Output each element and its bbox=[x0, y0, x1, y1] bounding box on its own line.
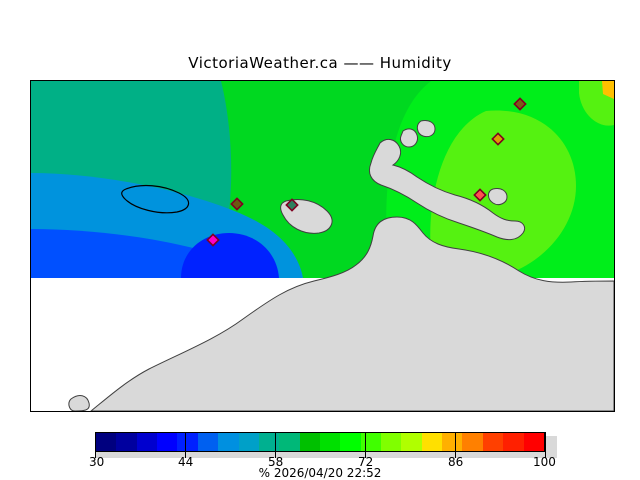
land-mainland bbox=[90, 216, 614, 411]
station-diamond[interactable] bbox=[206, 233, 220, 247]
colorbar-tick-label-3: 72 bbox=[358, 455, 374, 469]
station-marker-sw-core[interactable] bbox=[206, 233, 220, 247]
colorbar-shadow bbox=[545, 436, 557, 456]
station-marker-peninsula[interactable] bbox=[473, 188, 487, 202]
colorbar-swatch-16 bbox=[421, 433, 443, 451]
colorbar-tick-label-1: 44 bbox=[178, 455, 194, 469]
colorbar-tick-4 bbox=[455, 432, 456, 458]
land-layer bbox=[68, 120, 614, 411]
station-diamond[interactable] bbox=[513, 97, 527, 111]
map-canvas[interactable] bbox=[31, 81, 614, 411]
colorbar-tick-label-5: 100 bbox=[533, 455, 556, 469]
colorbar-caption: % 2026/04/20 22:52 bbox=[258, 466, 382, 480]
isoline-closed-nw bbox=[121, 184, 190, 214]
colorbar-swatch-7 bbox=[238, 433, 259, 451]
station-diamond[interactable] bbox=[285, 198, 299, 212]
colorbar-baseline bbox=[95, 452, 557, 458]
station-diamond[interactable] bbox=[491, 132, 505, 146]
contour-core-deep-blue bbox=[181, 233, 279, 278]
station-diamond[interactable] bbox=[473, 188, 487, 202]
land-island-b bbox=[416, 120, 436, 138]
colorbar-tick-label-4: 86 bbox=[448, 455, 464, 469]
colorbar-swatch-11 bbox=[319, 433, 341, 451]
colorbar-swatch-20 bbox=[503, 433, 524, 451]
colorbar-tick-label-0: 30 bbox=[89, 455, 105, 469]
colorbar-swatch-1 bbox=[116, 433, 137, 451]
station-marker-central[interactable] bbox=[285, 198, 299, 212]
station-marker-w-inlet[interactable] bbox=[230, 197, 244, 211]
colorbar-swatch-18 bbox=[462, 433, 483, 451]
colorbar-swatch-21 bbox=[523, 433, 544, 451]
colorbar-tick-label-2: 58 bbox=[268, 455, 284, 469]
contour-blob-yellow-corner bbox=[602, 81, 614, 99]
colorbar-swatch-17 bbox=[442, 433, 463, 451]
station-marker-ne-mid[interactable] bbox=[491, 132, 505, 146]
land-islet-c bbox=[488, 188, 508, 206]
colorbar-swatch-2 bbox=[136, 433, 158, 451]
colorbar-tick-5 bbox=[545, 432, 546, 458]
colorbar-tick-3 bbox=[365, 432, 366, 458]
colorbar-swatch-5 bbox=[197, 433, 219, 451]
colorbar-swatch-3 bbox=[157, 433, 178, 451]
colorbar-swatch-9 bbox=[279, 433, 300, 451]
colorbar-tick-1 bbox=[185, 432, 186, 458]
colorbar-swatch-0 bbox=[96, 433, 117, 451]
station-marker-ne-upper[interactable] bbox=[513, 97, 527, 111]
colorbar-swatch-15 bbox=[401, 433, 422, 451]
colorbar-swatch-14 bbox=[381, 433, 402, 451]
map-frame[interactable] bbox=[30, 80, 615, 412]
page-title: VictoriaWeather.ca —— Humidity bbox=[188, 54, 452, 72]
contour-fill-layer bbox=[31, 81, 614, 278]
humidity-contour-map bbox=[31, 81, 614, 411]
colorbar-swatch-8 bbox=[258, 433, 280, 451]
colorbar-swatch-6 bbox=[218, 433, 239, 451]
isoline-layer bbox=[121, 184, 190, 214]
colorbar-swatch-4 bbox=[177, 433, 198, 451]
colorbar-swatch-10 bbox=[299, 433, 320, 451]
land-peninsula-arm bbox=[368, 138, 526, 241]
colorbar-swatch-19 bbox=[482, 433, 504, 451]
colorbar-swatch-13 bbox=[360, 433, 382, 451]
station-marker-layer[interactable] bbox=[206, 97, 527, 247]
land-island-a bbox=[400, 128, 418, 148]
colorbar[interactable] bbox=[95, 432, 545, 452]
colorbar-tick-2 bbox=[275, 432, 276, 458]
land-coastal-nub bbox=[68, 395, 90, 411]
colorbar-tick-0 bbox=[95, 432, 96, 458]
station-diamond[interactable] bbox=[230, 197, 244, 211]
colorbar-swatch-12 bbox=[340, 433, 361, 451]
